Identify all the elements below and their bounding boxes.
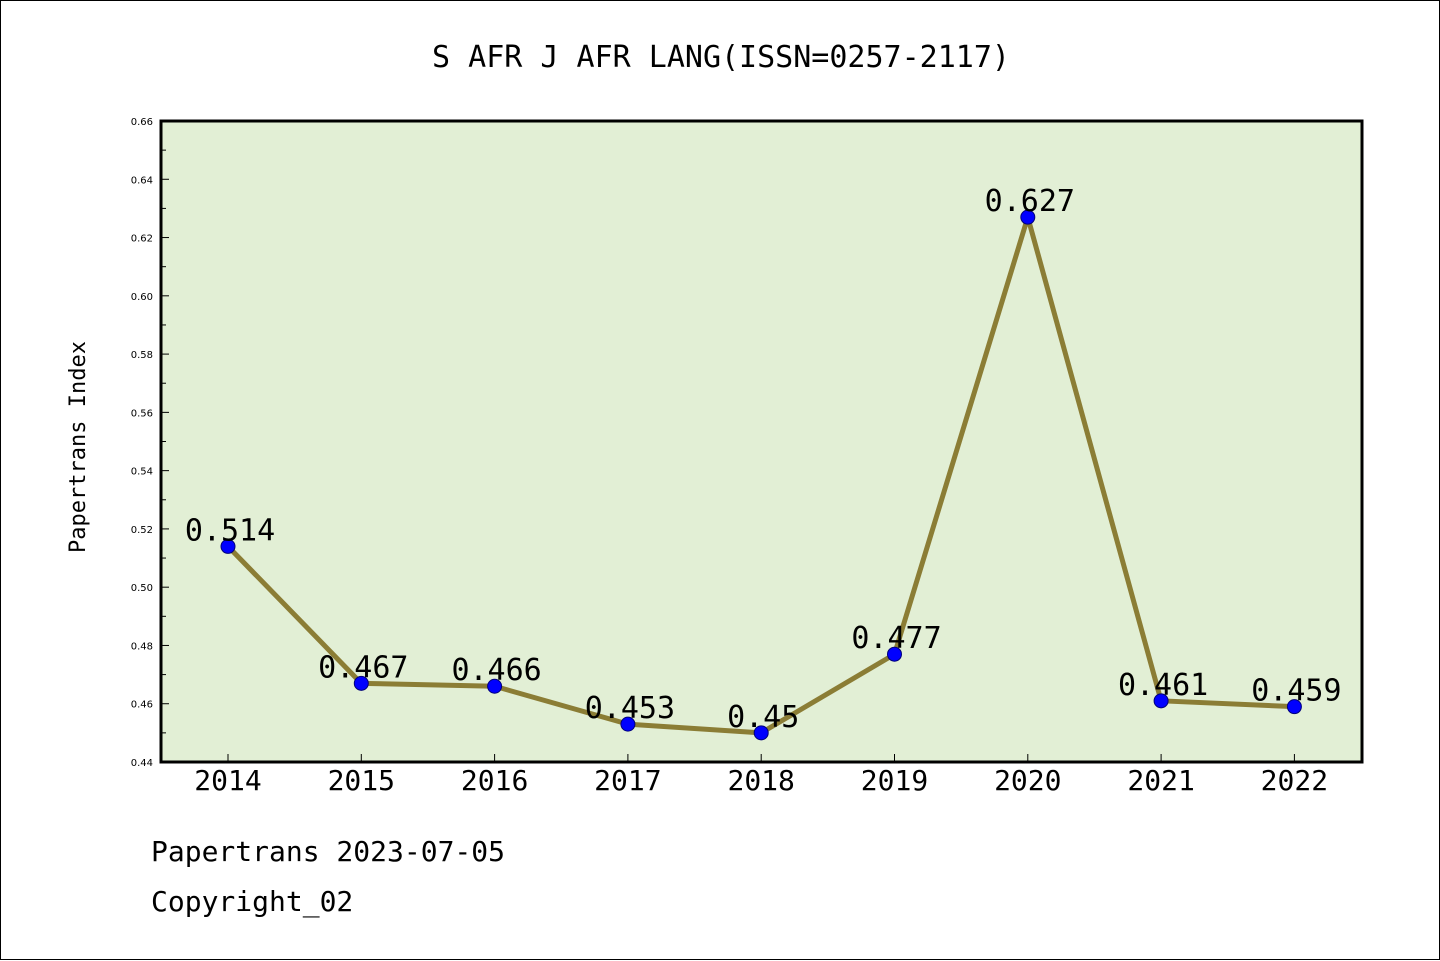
plot-area [159,119,1364,764]
y-tick-label: 0.60 [131,292,153,303]
series-markers [220,209,1302,741]
data-label: 0.45 [727,700,799,735]
data-label: 0.477 [851,621,941,656]
footer-date: Papertrans 2023-07-05 [151,835,506,868]
x-tick-label: 2014 [194,764,261,797]
data-point-marker [887,646,902,662]
x-tick-label: 2019 [861,764,928,797]
data-point-marker [1286,699,1302,715]
data-label: 0.467 [318,650,408,685]
data-label: 0.459 [1251,674,1341,709]
data-label: 0.514 [185,513,275,548]
y-tick-label: 0.62 [131,234,153,245]
footer-copyright: Copyright_02 [151,885,354,918]
y-axis-label: Papertrans Index [66,341,91,553]
data-point-marker [487,678,503,694]
y-axis-ticks: 0.44 0.46 0.48 0.50 0.52 0.54 0.56 0.58 0.60 0.62… [131,117,169,769]
y-tick-label: 0.58 [131,350,153,361]
data-label: 0.453 [585,691,675,726]
data-label: 0.466 [451,653,541,688]
x-tick-label: 2016 [461,764,528,797]
y-tick-label: 0.54 [131,467,153,478]
y-tick-label: 0.44 [131,758,153,769]
y-tick-label: 0.50 [131,583,153,594]
x-tick-label: 2018 [727,764,794,797]
data-point-marker [353,675,369,691]
y-tick-label: 0.48 [131,641,153,652]
data-point-marker [1020,209,1036,225]
y-tick-label: 0.46 [131,700,153,711]
x-tick-label: 2017 [594,764,661,797]
x-tick-label: 2020 [994,764,1061,797]
x-tick-label: 2015 [328,764,395,797]
x-tick-label: 2021 [1127,764,1194,797]
data-label: 0.461 [1118,668,1208,703]
data-point-marker [220,538,236,554]
y-tick-label: 0.52 [131,525,153,536]
x-axis-ticks: 2014 2015 2016 2017 2018 2019 2020 2021 2022 [194,754,1328,797]
x-tick-label: 2022 [1261,764,1328,797]
data-point-marker [1153,693,1169,709]
y-tick-label: 0.64 [131,175,153,186]
data-point-marker [753,725,769,741]
data-label: 0.627 [985,184,1075,219]
y-tick-label: 0.56 [131,408,153,419]
data-labels: 0.514 0.467 0.466 0.453 0.45 0.477 0.627 0.461 0… [185,184,1342,735]
y-tick-label: 0.66 [131,117,153,128]
chart-title: S AFR J AFR LANG(ISSN=0257-2117) [432,40,1010,75]
data-point-marker [620,716,636,732]
